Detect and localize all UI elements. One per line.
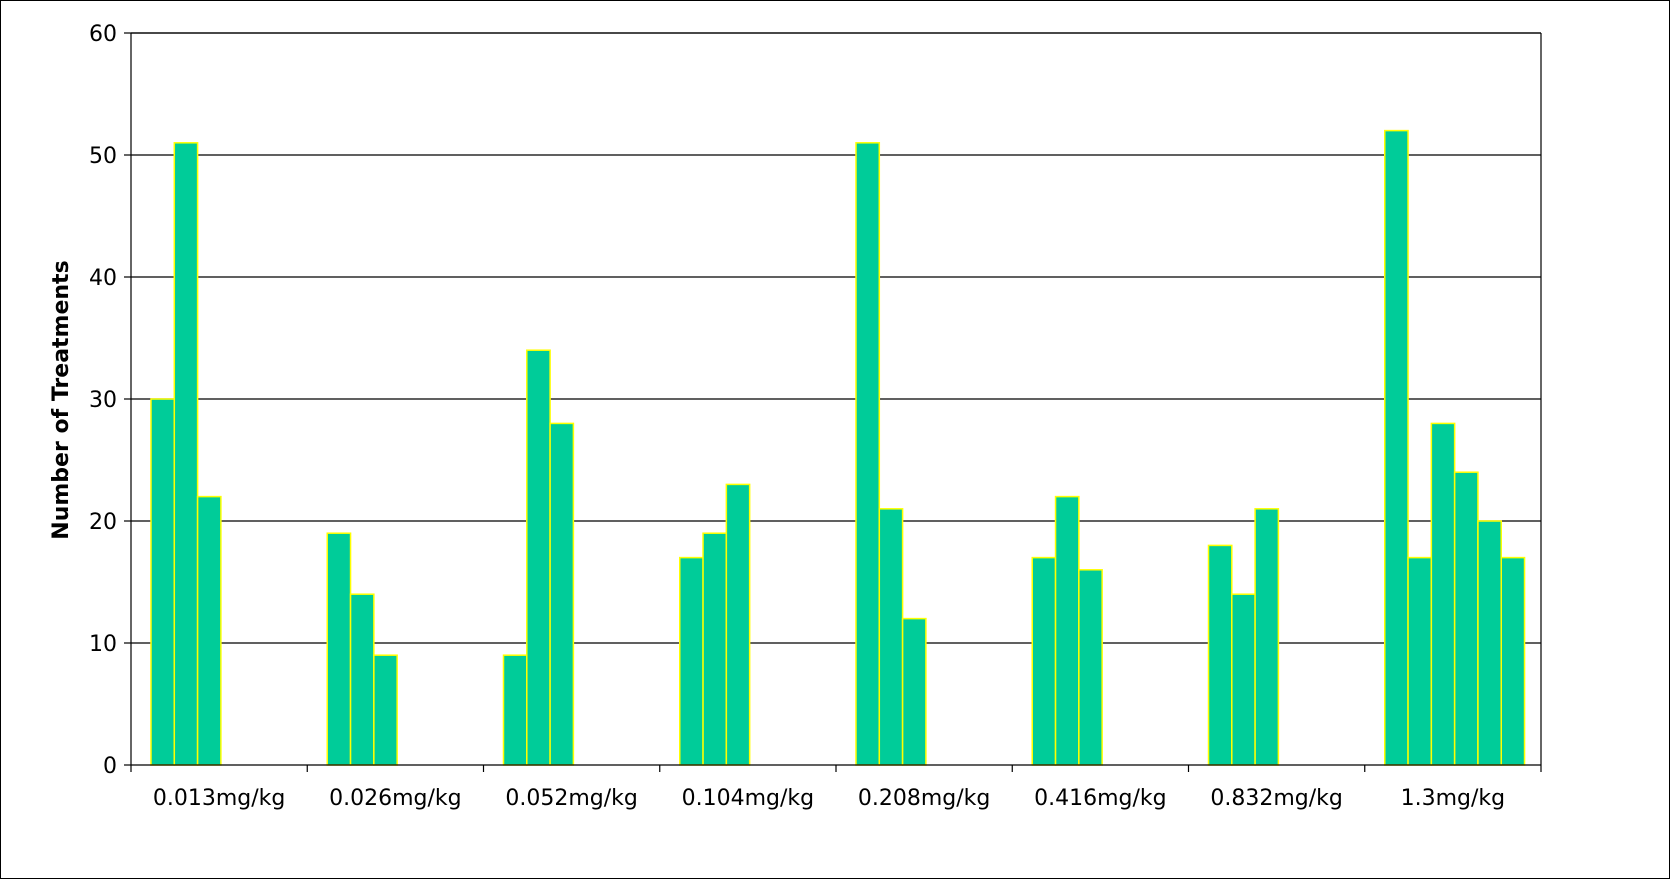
bar-7-1 <box>1207 544 1233 766</box>
bar-5-3 <box>901 617 927 766</box>
y-tick-label: 20 <box>89 510 117 535</box>
x-tick-label: 0.052mg/kg <box>505 786 638 811</box>
y-tick-label: 0 <box>103 754 117 779</box>
y-tick-label: 60 <box>89 22 117 47</box>
bar-2-1 <box>326 532 352 766</box>
x-tick-label: 1.3mg/kg <box>1401 786 1506 811</box>
x-tick-label: 0.416mg/kg <box>1034 786 1167 811</box>
y-tick-label: 50 <box>89 144 117 169</box>
bar-1-2 <box>173 142 199 766</box>
bar-3-1 <box>502 654 528 766</box>
bar-5-2 <box>878 508 904 766</box>
bar-4-2 <box>702 532 728 766</box>
x-tick-label: 0.208mg/kg <box>858 786 991 811</box>
y-tick-label: 30 <box>89 388 117 413</box>
bar-3-2 <box>526 349 551 766</box>
bar-7-3 <box>1254 508 1280 766</box>
x-tick-label: 0.026mg/kg <box>329 786 462 811</box>
axes: 0 10 20 30 40 50 60 0.013mg/kg 0.026mg/kg 0.052mg… <box>89 22 1542 811</box>
bar-8-4 <box>1453 471 1479 766</box>
x-tick-label: 0.832mg/kg <box>1210 786 1343 811</box>
bar-3-3 <box>549 422 575 766</box>
y-axis-title: Number of Treatments <box>49 260 74 539</box>
x-tick-label: 0.104mg/kg <box>682 786 815 811</box>
bar-4-3 <box>725 483 751 766</box>
y-tick-label: 10 <box>89 632 117 657</box>
bar-7-2 <box>1231 593 1256 766</box>
bar-8-1 <box>1384 129 1409 766</box>
bar-8-3 <box>1430 422 1456 766</box>
bar-1-1 <box>150 398 176 766</box>
x-tick-label: 0.013mg/kg <box>153 786 286 811</box>
bar-8-6 <box>1500 556 1526 766</box>
y-tick-label: 40 <box>89 266 117 291</box>
bar-8-5 <box>1477 520 1502 766</box>
bar-6-3 <box>1078 569 1103 766</box>
bar-1-3 <box>196 495 222 766</box>
bars <box>150 129 1526 766</box>
bar-4-1 <box>679 556 704 766</box>
bar-6-1 <box>1031 556 1057 766</box>
bar-2-3 <box>373 654 398 766</box>
bar-6-2 <box>1054 495 1080 766</box>
bar-5-1 <box>855 142 881 766</box>
bar-2-2 <box>349 593 375 766</box>
bar-8-2 <box>1407 556 1433 766</box>
